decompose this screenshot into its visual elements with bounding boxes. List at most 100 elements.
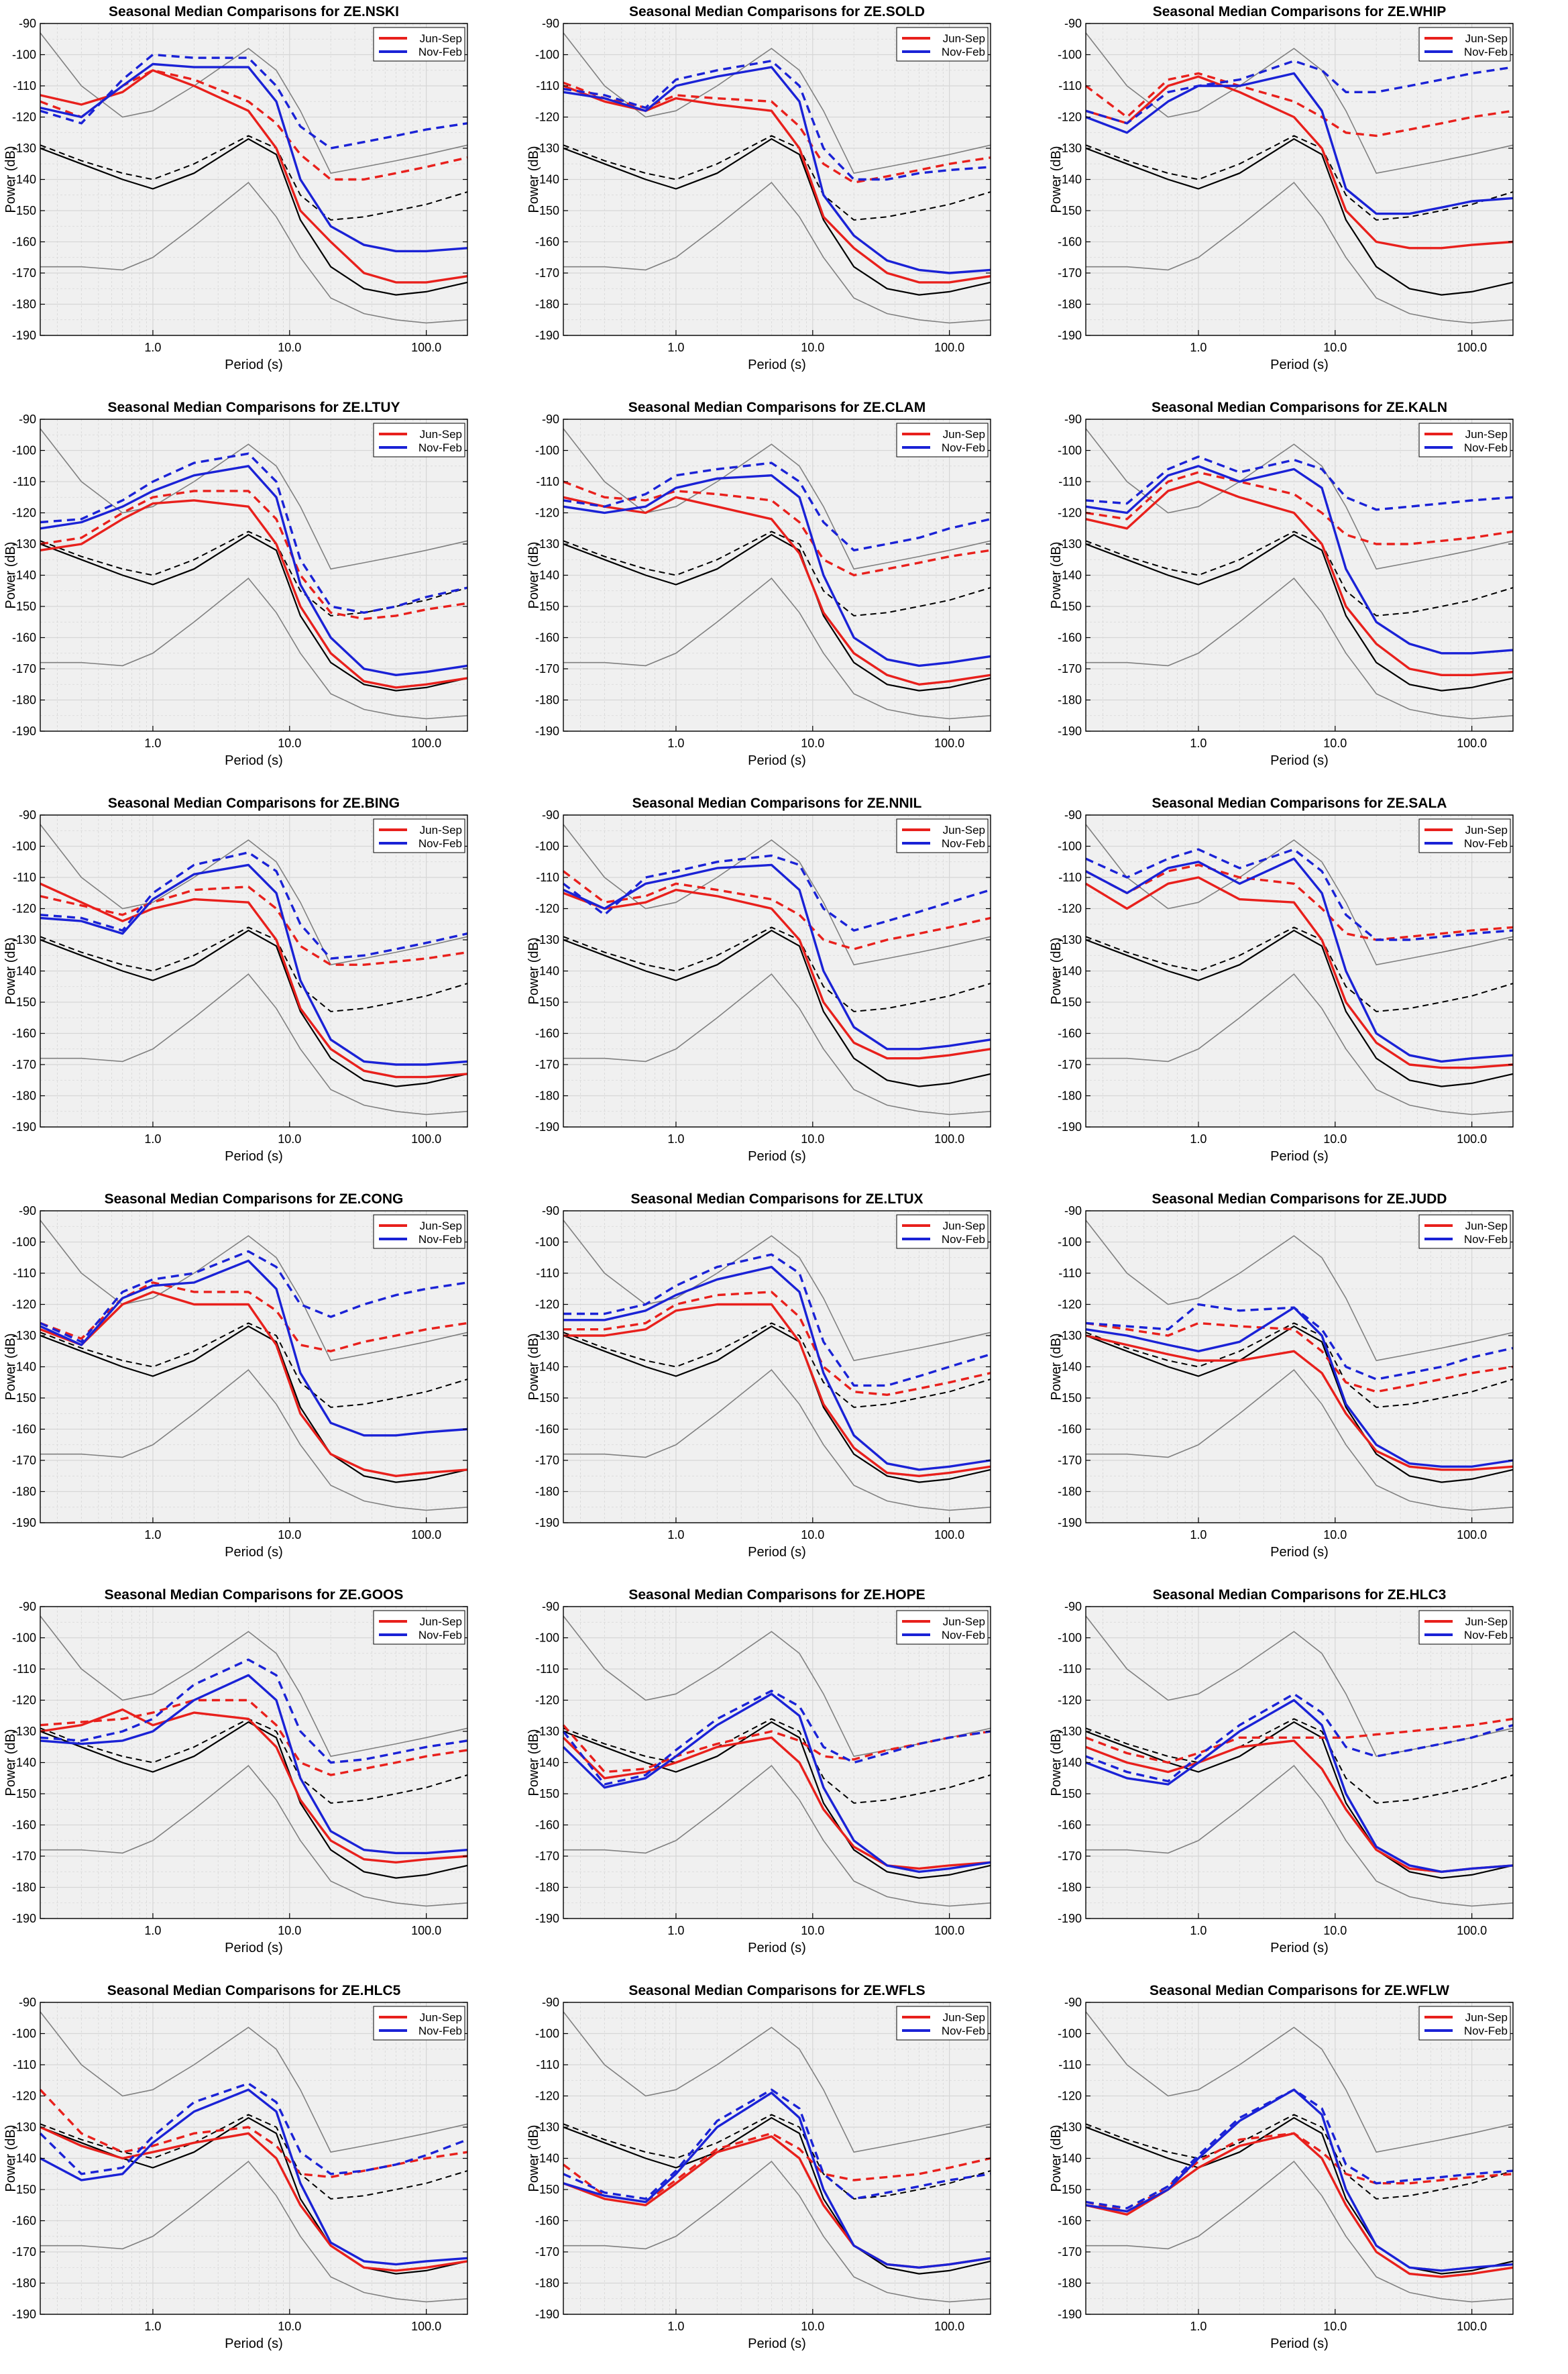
x-tick-label: 10.0: [278, 1132, 301, 1146]
y-tick-label: -140: [12, 569, 36, 582]
y-tick-label: -160: [535, 1027, 559, 1040]
median-solid-line: [40, 533, 468, 692]
chart-svg: -90 -100 -110 -120 -130 -140 -150 -160 -170 -180 -…: [526, 1983, 991, 2351]
y-tick-label: -130: [535, 933, 559, 947]
y-tick-label: -130: [535, 2120, 559, 2134]
noise-high-model-line: [563, 824, 991, 966]
y-tick-label: -120: [535, 2090, 559, 2103]
y-axis-label: Power (dB): [526, 1333, 541, 1400]
y-axis-label: Power (dB): [526, 541, 541, 608]
noise-low-model-line: [40, 1368, 468, 1511]
y-tick-label: -130: [1058, 1725, 1082, 1738]
x-tick-label: 100.0: [1457, 341, 1487, 354]
x-tick-label: 1.0: [667, 1132, 684, 1146]
chart-title: Seasonal Median Comparisons for ZE.BING: [108, 796, 400, 811]
y-tick-label: -110: [13, 1266, 36, 1280]
y-axis-label: Power (dB): [3, 1729, 18, 1796]
y-tick-label: -100: [1058, 2027, 1082, 2041]
y-tick-label: -140: [12, 173, 36, 186]
legend-jun-sep-label: Jun-Sep: [420, 32, 462, 45]
x-tick-label: 100.0: [934, 2320, 964, 2333]
y-tick-label: -150: [12, 1391, 36, 1405]
nov-feb-dashed-series-line: [40, 1250, 468, 1343]
y-tick-label: -160: [1058, 235, 1082, 249]
median-dashed-line: [563, 1718, 991, 1804]
jun-sep-dashed-series-line: [40, 490, 468, 621]
nov-feb-solid-series-line: [40, 863, 468, 1066]
y-tick-label: -170: [1058, 1058, 1082, 1071]
y-tick-label: -160: [12, 2214, 36, 2228]
nov-feb-solid-series-line: [40, 1259, 468, 1437]
x-axis-label: Period (s): [1270, 358, 1329, 372]
x-tick-label: 100.0: [1457, 737, 1487, 750]
y-tick-label: -160: [1058, 1819, 1082, 1832]
jun-sep-dashed-series-line: [562, 2132, 991, 2204]
y-tick-label: -170: [1058, 1849, 1082, 1863]
x-tick-label: 1.0: [667, 1528, 684, 1542]
x-tick-label: 1.0: [144, 1132, 161, 1146]
noise-high-model-line: [1085, 32, 1514, 174]
y-tick-label: -160: [12, 1423, 36, 1436]
x-axis-label: Period (s): [1270, 753, 1329, 768]
y-tick-label: -130: [535, 1725, 559, 1738]
chart-svg: -90 -100 -110 -120 -130 -140 -150 -160 -170 -180 -…: [526, 400, 991, 768]
chart-title: Seasonal Median Comparisons for ZE.HOPE: [628, 1587, 925, 1603]
y-tick-label: -140: [1058, 1360, 1082, 1374]
y-tick-label: -100: [1058, 840, 1082, 853]
y-tick-label: -140: [1058, 1756, 1082, 1770]
y-tick-label: -150: [1058, 995, 1082, 1009]
x-tick-label: 100.0: [1457, 1132, 1487, 1146]
y-tick-label: -160: [535, 631, 559, 645]
y-tick-label: -180: [535, 298, 559, 311]
x-tick-label: 1.0: [144, 1924, 161, 1937]
y-tick-label: -150: [1058, 2183, 1082, 2196]
x-axis-label: Period (s): [225, 358, 283, 372]
jun-sep-solid-series-line: [1085, 480, 1514, 676]
y-tick-label: -170: [12, 2245, 36, 2259]
y-tick-label: -100: [12, 840, 36, 853]
nov-feb-dashed-series-line: [562, 854, 991, 932]
x-tick-label: 1.0: [1190, 1924, 1207, 1937]
y-tick-label: -110: [536, 871, 559, 884]
y-tick-label: -180: [535, 1485, 559, 1499]
y-tick-label: -130: [1058, 2120, 1082, 2134]
y-tick-label: -140: [535, 965, 559, 978]
x-tick-label: 10.0: [801, 341, 824, 354]
y-tick-label: -120: [12, 902, 36, 916]
x-tick-label: 100.0: [411, 1132, 441, 1146]
y-tick-label: -90: [542, 17, 559, 30]
y-tick-label: -120: [12, 506, 36, 520]
y-tick-label: -140: [12, 965, 36, 978]
y-tick-label: -140: [1058, 965, 1082, 978]
y-tick-label: -160: [12, 631, 36, 645]
y-tick-label: -130: [1058, 1329, 1082, 1342]
y-tick-label: -180: [535, 2277, 559, 2290]
nov-feb-solid-series-line: [1085, 465, 1514, 655]
chart-svg: -90 -100 -110 -120 -130 -140 -150 -160 -170 -180 -…: [3, 1191, 468, 1560]
noise-low-model-line: [1086, 2160, 1514, 2303]
y-tick-label: -170: [535, 662, 559, 676]
y-tick-label: -110: [13, 1662, 36, 1676]
chart-panel: -90 -100 -110 -120 -130 -140 -150 -160 -170 -180 -…: [0, 0, 522, 395]
chart-panel: -90 -100 -110 -120 -130 -140 -150 -160 -170 -180 -…: [0, 1187, 522, 1582]
y-tick-label: -170: [535, 1454, 559, 1467]
jun-sep-solid-series-line: [562, 1736, 991, 1870]
y-tick-label: -130: [535, 537, 559, 551]
y-tick-label: -150: [1058, 600, 1082, 613]
legend-jun-sep-label: Jun-Sep: [420, 1220, 462, 1232]
y-tick-label: -150: [535, 1391, 559, 1405]
legend-jun-sep-label: Jun-Sep: [1465, 824, 1508, 837]
y-tick-label: -150: [1058, 1391, 1082, 1405]
chart-title: Seasonal Median Comparisons for ZE.SALA: [1152, 796, 1447, 811]
y-tick-label: -90: [19, 17, 36, 30]
jun-sep-solid-series-line: [40, 882, 468, 1079]
nov-feb-dashed-series-line: [563, 1253, 991, 1387]
